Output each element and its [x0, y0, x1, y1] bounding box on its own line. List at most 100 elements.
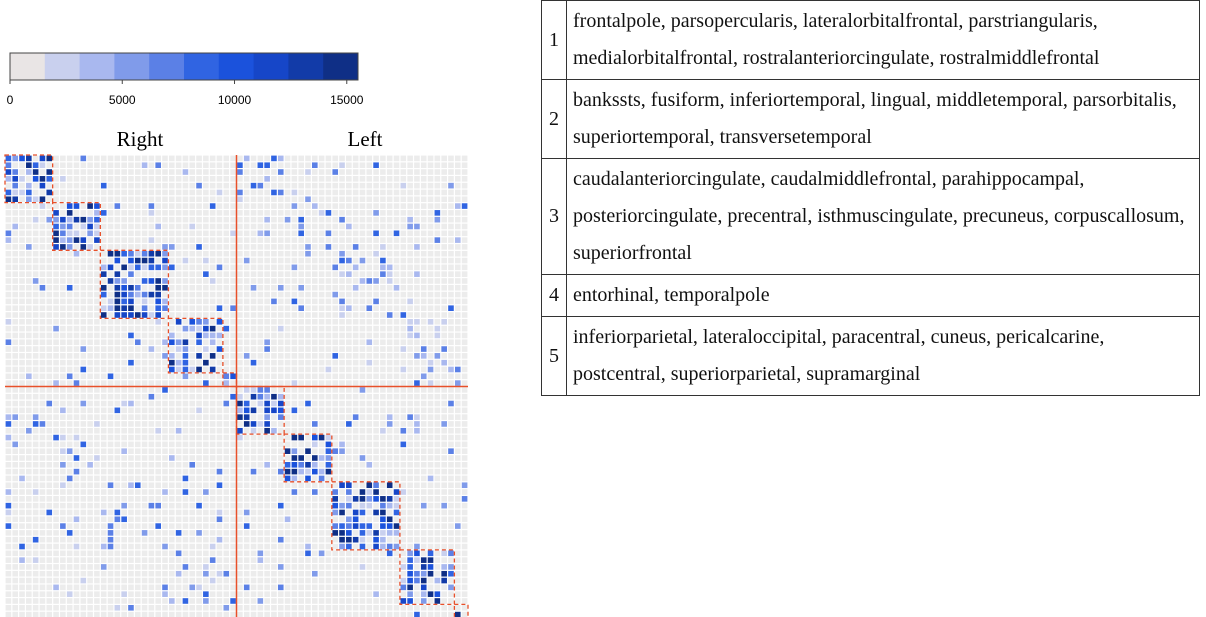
matrix-cell	[148, 332, 155, 339]
matrix-cell	[352, 570, 359, 577]
matrix-cell	[121, 264, 127, 271]
matrix-cell	[175, 353, 182, 359]
cluster-regions: caudalanteriorcingulate, caudalmiddlefro…	[566, 158, 1200, 275]
matrix-cell	[66, 278, 73, 284]
matrix-cell	[346, 557, 352, 563]
matrix-cell	[332, 162, 339, 169]
matrix-cell	[414, 244, 420, 250]
matrix-cell	[114, 366, 121, 373]
matrix-cell	[223, 584, 230, 591]
matrix-cell	[209, 312, 216, 318]
matrix-cell	[66, 189, 73, 196]
matrix-cell	[121, 346, 127, 352]
matrix-cell	[39, 284, 46, 291]
matrix-cell	[5, 427, 12, 434]
matrix-cell	[12, 516, 19, 523]
matrix-cell	[318, 448, 325, 454]
matrix-cell	[237, 421, 243, 427]
matrix-cell	[284, 414, 291, 420]
matrix-cell	[400, 169, 407, 175]
matrix-cell	[189, 325, 196, 332]
matrix-cell	[243, 598, 250, 604]
matrix-cell	[311, 577, 318, 584]
matrix-cell	[162, 298, 168, 305]
matrix-cell	[359, 421, 366, 427]
matrix-cell	[216, 482, 223, 489]
matrix-cell	[380, 278, 386, 284]
matrix-cell	[182, 305, 189, 312]
matrix-cell	[380, 421, 386, 427]
matrix-cell	[325, 359, 332, 366]
matrix-cell	[448, 278, 454, 284]
matrix-cell	[339, 278, 345, 284]
matrix-cell	[298, 373, 304, 380]
matrix-cell	[189, 210, 196, 216]
matrix-cell	[400, 312, 407, 318]
matrix-cell	[393, 482, 400, 489]
matrix-cell	[454, 216, 461, 223]
matrix-cell	[339, 427, 345, 434]
matrix-cell	[346, 291, 352, 298]
matrix-cell	[257, 373, 264, 380]
matrix-cell	[53, 584, 59, 591]
matrix-cell	[434, 536, 441, 543]
matrix-cell	[461, 604, 468, 611]
matrix-cell	[12, 530, 19, 536]
matrix-cell	[271, 332, 277, 339]
matrix-cell	[298, 155, 304, 162]
matrix-cell	[400, 230, 407, 237]
matrix-cell	[182, 237, 189, 243]
matrix-cell	[339, 223, 345, 230]
matrix-cell	[359, 502, 366, 509]
matrix-cell	[100, 155, 107, 162]
matrix-cell	[305, 353, 311, 359]
matrix-cell	[203, 516, 209, 523]
matrix-cell	[264, 189, 270, 196]
matrix-cell	[203, 319, 209, 325]
matrix-cell	[114, 298, 121, 305]
matrix-cell	[169, 257, 175, 264]
matrix-cell	[189, 570, 196, 577]
matrix-cell	[284, 223, 291, 230]
matrix-cell	[114, 557, 121, 563]
matrix-cell	[100, 448, 107, 454]
table-row: 3 caudalanteriorcingulate, caudalmiddlefr…	[541, 158, 1200, 275]
matrix-cell	[284, 312, 291, 318]
matrix-cell	[73, 298, 80, 305]
matrix-cell	[19, 312, 25, 318]
matrix-cell	[230, 557, 236, 563]
matrix-cell	[134, 393, 141, 400]
matrix-cell	[264, 407, 270, 414]
matrix-cell	[32, 278, 39, 284]
matrix-cell	[162, 155, 168, 162]
matrix-cell	[461, 271, 468, 277]
matrix-cell	[26, 162, 32, 169]
matrix-cell	[291, 584, 298, 591]
matrix-cell	[359, 489, 366, 495]
matrix-cell	[414, 516, 420, 523]
matrix-cell	[400, 257, 407, 264]
matrix-cell	[373, 346, 379, 352]
matrix-cell	[448, 564, 454, 570]
matrix-cell	[291, 496, 298, 502]
matrix-cell	[162, 604, 168, 611]
matrix-cell	[12, 441, 19, 448]
matrix-cell	[414, 176, 420, 182]
matrix-cell	[271, 523, 277, 529]
matrix-cell	[277, 332, 284, 339]
matrix-cell	[325, 407, 332, 414]
matrix-cell	[148, 400, 155, 407]
matrix-cell	[277, 169, 284, 175]
matrix-cell	[277, 182, 284, 189]
matrix-cell	[128, 550, 134, 557]
matrix-cell	[400, 421, 407, 427]
matrix-cell	[250, 564, 257, 570]
matrix-cell	[427, 407, 434, 414]
matrix-cell	[250, 543, 257, 550]
matrix-cell	[427, 496, 434, 502]
matrix-cell	[162, 455, 168, 461]
matrix-cell	[223, 162, 230, 169]
matrix-cell	[277, 366, 284, 373]
matrix-cell	[237, 298, 243, 305]
matrix-cell	[66, 284, 73, 291]
